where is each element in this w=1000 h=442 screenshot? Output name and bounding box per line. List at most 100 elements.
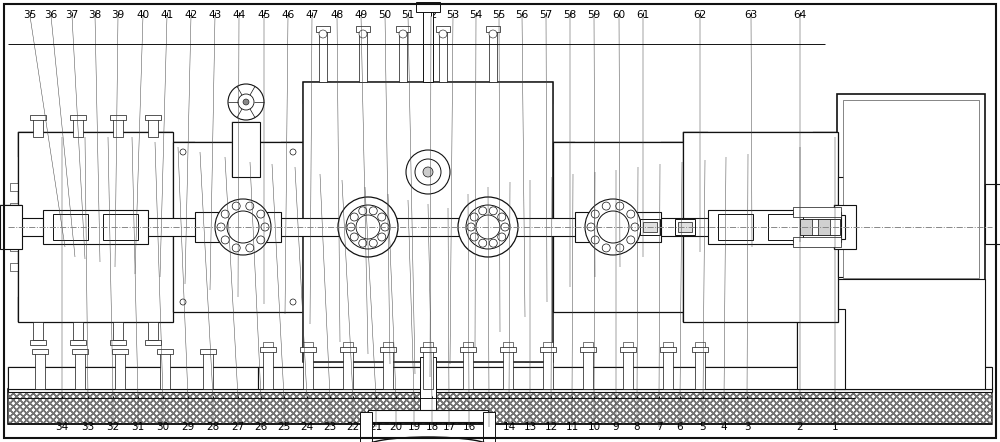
Circle shape	[631, 223, 639, 231]
Bar	[623, 349, 633, 389]
Circle shape	[591, 210, 599, 218]
Bar	[195, 212, 281, 242]
Bar	[32, 349, 48, 354]
Circle shape	[479, 239, 487, 247]
Bar	[383, 349, 393, 389]
Bar	[399, 27, 407, 82]
Bar	[695, 342, 705, 347]
Bar	[160, 351, 170, 389]
Text: 34: 34	[55, 422, 69, 432]
Bar	[18, 132, 43, 322]
Text: 20: 20	[389, 422, 403, 432]
Text: 1: 1	[832, 422, 838, 432]
Circle shape	[347, 223, 355, 231]
Bar	[675, 219, 695, 235]
Bar	[258, 367, 700, 389]
Text: 40: 40	[136, 10, 150, 20]
Bar	[708, 210, 813, 244]
Bar	[148, 119, 158, 137]
Bar	[173, 142, 303, 312]
Bar	[795, 215, 845, 239]
Bar	[553, 290, 683, 312]
Bar	[8, 389, 992, 424]
Circle shape	[221, 210, 229, 218]
Bar	[112, 349, 128, 354]
Text: 30: 30	[156, 422, 170, 432]
Circle shape	[466, 205, 510, 249]
Text: 16: 16	[462, 422, 476, 432]
Bar	[110, 340, 126, 345]
Text: 15: 15	[482, 422, 496, 432]
Bar	[416, 2, 440, 12]
Text: 36: 36	[44, 10, 58, 20]
Text: 9: 9	[613, 422, 619, 432]
Text: 38: 38	[88, 10, 102, 20]
Text: 23: 23	[323, 422, 337, 432]
Bar	[543, 349, 553, 389]
Bar	[396, 26, 410, 32]
Bar	[640, 219, 660, 235]
Circle shape	[350, 213, 358, 221]
Circle shape	[381, 223, 389, 231]
Text: 35: 35	[23, 10, 37, 20]
Bar	[173, 142, 303, 164]
Circle shape	[489, 207, 497, 215]
Text: 11: 11	[565, 422, 579, 432]
Bar	[33, 322, 43, 340]
Text: 14: 14	[502, 422, 516, 432]
Text: 54: 54	[469, 10, 483, 20]
Bar	[463, 342, 473, 347]
Bar	[383, 342, 393, 347]
Bar	[343, 349, 353, 389]
Text: 32: 32	[106, 422, 120, 432]
Bar	[319, 27, 327, 82]
Text: 31: 31	[131, 422, 145, 432]
Bar	[113, 119, 123, 137]
Text: 22: 22	[346, 422, 360, 432]
Bar	[303, 82, 553, 362]
Bar	[145, 115, 161, 120]
Bar	[423, 349, 433, 389]
Bar	[263, 342, 273, 347]
Circle shape	[232, 244, 240, 252]
Text: 52: 52	[424, 10, 438, 20]
Text: 49: 49	[354, 10, 368, 20]
Bar	[793, 212, 841, 242]
Circle shape	[597, 211, 629, 243]
Bar	[145, 340, 161, 345]
Circle shape	[243, 99, 249, 105]
Bar	[10, 243, 181, 251]
Bar	[643, 222, 657, 232]
Bar	[10, 183, 181, 191]
Bar	[436, 26, 450, 32]
Bar	[110, 115, 126, 120]
Bar	[660, 347, 676, 352]
Circle shape	[257, 210, 265, 218]
Bar	[678, 222, 692, 232]
Text: 61: 61	[636, 10, 650, 20]
Circle shape	[470, 233, 478, 241]
Bar	[683, 132, 838, 322]
Circle shape	[587, 223, 595, 231]
Circle shape	[346, 205, 390, 249]
Bar	[700, 367, 992, 389]
Circle shape	[356, 215, 380, 239]
Circle shape	[476, 215, 500, 239]
Text: 63: 63	[744, 10, 758, 20]
Text: 24: 24	[300, 422, 314, 432]
Circle shape	[406, 150, 450, 194]
Bar	[303, 349, 313, 389]
Bar	[300, 347, 316, 352]
Bar	[553, 142, 575, 312]
Bar	[793, 237, 841, 247]
Text: 56: 56	[515, 10, 529, 20]
Bar	[683, 297, 838, 322]
Circle shape	[415, 159, 441, 185]
Bar	[30, 340, 46, 345]
Circle shape	[378, 233, 386, 241]
Circle shape	[369, 239, 377, 247]
Bar	[232, 122, 260, 177]
Circle shape	[359, 239, 367, 247]
Bar	[359, 27, 367, 82]
Circle shape	[359, 30, 367, 38]
